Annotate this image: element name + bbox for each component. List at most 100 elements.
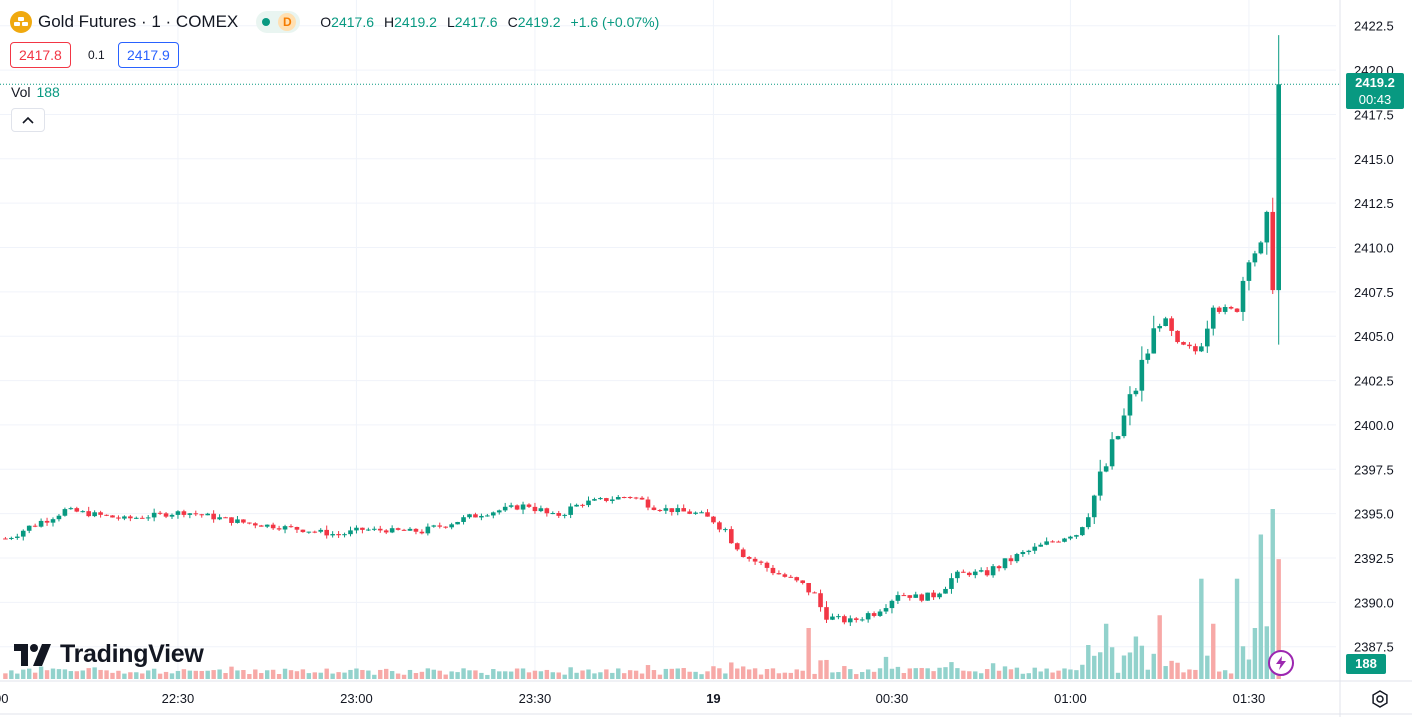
volume-bar [955,668,960,679]
candle-body [961,571,966,573]
volume-bar [943,667,948,679]
candle-body [1163,318,1168,327]
volume-bar [907,668,912,679]
candle-body [663,508,669,511]
candle [425,523,431,536]
candle [485,513,490,517]
volume-bar [842,666,847,679]
candle-body [3,538,8,540]
price-tick-label: 2390.0 [1354,595,1394,610]
market-status-badge[interactable]: D [256,11,301,33]
volume-bar [735,668,740,679]
candle-body [770,567,776,574]
candle [1044,537,1049,546]
candle [675,504,681,516]
volume-bar [949,662,954,679]
symbol-legend[interactable]: Gold Futures · 1 · COMEX D O2417.6 H2419… [10,10,659,34]
candle-body [592,499,597,501]
candle-body [342,534,347,536]
candle [15,533,20,540]
candle [1133,387,1139,397]
candle [1228,305,1234,310]
volume-bar [151,668,157,679]
collapse-legend-button[interactable] [11,108,45,132]
volume-bar [247,674,252,679]
buy-price-button[interactable]: 2417.9 [118,42,179,68]
volume-bar [901,673,907,679]
candle [996,565,1002,572]
market-open-dot [262,18,271,26]
volume-bar [556,672,561,679]
candle [187,513,193,519]
volume-bar [473,670,478,679]
candle-body [44,520,50,523]
candle [122,515,127,521]
price-tick-label: 2422.5 [1354,19,1394,34]
volume-bar [681,668,686,679]
price-tick-label: 2417.5 [1354,107,1394,122]
candle [538,505,544,513]
candle-body [128,516,133,519]
lightning-bolt-button[interactable] [1268,650,1294,676]
chart-settings-button[interactable] [1369,688,1391,710]
volume-bar [1234,578,1240,679]
volume-bar [1050,672,1055,679]
candle-body [502,506,508,511]
candle [1240,276,1246,321]
candle [288,524,294,528]
symbol-title[interactable]: Gold Futures · 1 · COMEX [38,12,239,31]
candle [199,513,205,518]
candle-body [229,517,234,523]
candle-body [455,521,460,525]
candle-body [568,506,573,515]
candle-body [264,524,270,527]
candle [491,511,496,519]
candle-body [913,594,919,598]
volume-bar [913,668,918,679]
candle-body [1258,242,1264,254]
candle-body [1139,359,1145,391]
candle-body [300,529,306,533]
candle-body [889,600,895,609]
candle [1020,550,1026,557]
candle [235,515,240,524]
candle [1216,306,1222,314]
candle-body [818,593,823,608]
candle [56,514,62,522]
candle-body [80,511,86,513]
volume-bar [812,673,817,679]
candle-body [270,524,276,529]
candle [1109,432,1115,470]
candle-body [199,514,205,516]
candle-body [312,531,318,533]
candle [1157,323,1162,332]
candle-body [1264,211,1270,243]
candle [223,516,228,519]
candle-body [496,510,502,513]
candle-body [1246,262,1252,281]
volume-bar [146,670,151,679]
volume-bar [806,628,811,679]
volume-legend[interactable]: Vol 188 [11,84,60,100]
candle [639,496,645,500]
candle [758,560,764,566]
candle-body [883,608,889,612]
candle [312,530,318,534]
candle-body [98,512,103,515]
candle [264,524,270,529]
volume-bar [378,669,383,679]
candle [86,506,91,518]
candle-body [193,513,199,515]
candle [419,529,425,535]
ohlc-change: +1.6 (+0.07%) [570,14,660,30]
sell-price-button[interactable]: 2417.8 [10,42,71,68]
candle-body [1121,415,1127,437]
volume-bar [181,669,187,679]
candle [580,503,585,508]
candle-body [282,526,288,530]
candle-body [806,583,811,593]
volume-bar [1252,628,1258,679]
candle [1074,534,1079,539]
tradingview-logo[interactable]: TradingView [14,640,204,669]
